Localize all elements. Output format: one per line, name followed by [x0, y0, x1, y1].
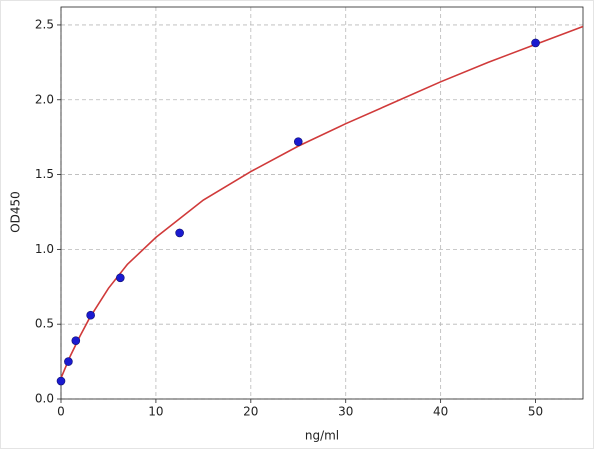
y-tick-label: 2.5	[35, 17, 54, 31]
y-tick-label: 0.5	[35, 317, 54, 331]
y-axis-label: OD450	[9, 191, 23, 233]
y-tick-label: 1.0	[35, 242, 54, 256]
data-point	[531, 38, 540, 48]
data-point	[71, 336, 81, 345]
fit-curve	[60, 25, 584, 379]
y-tick-label: 1.5	[35, 167, 54, 181]
data-point	[293, 137, 303, 146]
x-tick-label: 50	[528, 405, 543, 419]
y-tick-label: 2.0	[35, 92, 54, 106]
data-point	[64, 357, 73, 366]
x-tick-label: 20	[243, 405, 258, 419]
x-tick-label: 30	[338, 405, 353, 419]
data-point	[86, 310, 95, 320]
data-point	[116, 273, 125, 283]
x-axis-label: ng/ml	[305, 429, 339, 443]
plot-frame	[60, 6, 584, 400]
data-point	[175, 228, 184, 238]
x-tick-label: 40	[433, 405, 448, 419]
x-tick-label: 10	[148, 405, 163, 419]
data-point	[56, 376, 66, 386]
x-tick-label: 0	[57, 405, 65, 419]
y-tick-label: 0.0	[35, 392, 54, 406]
